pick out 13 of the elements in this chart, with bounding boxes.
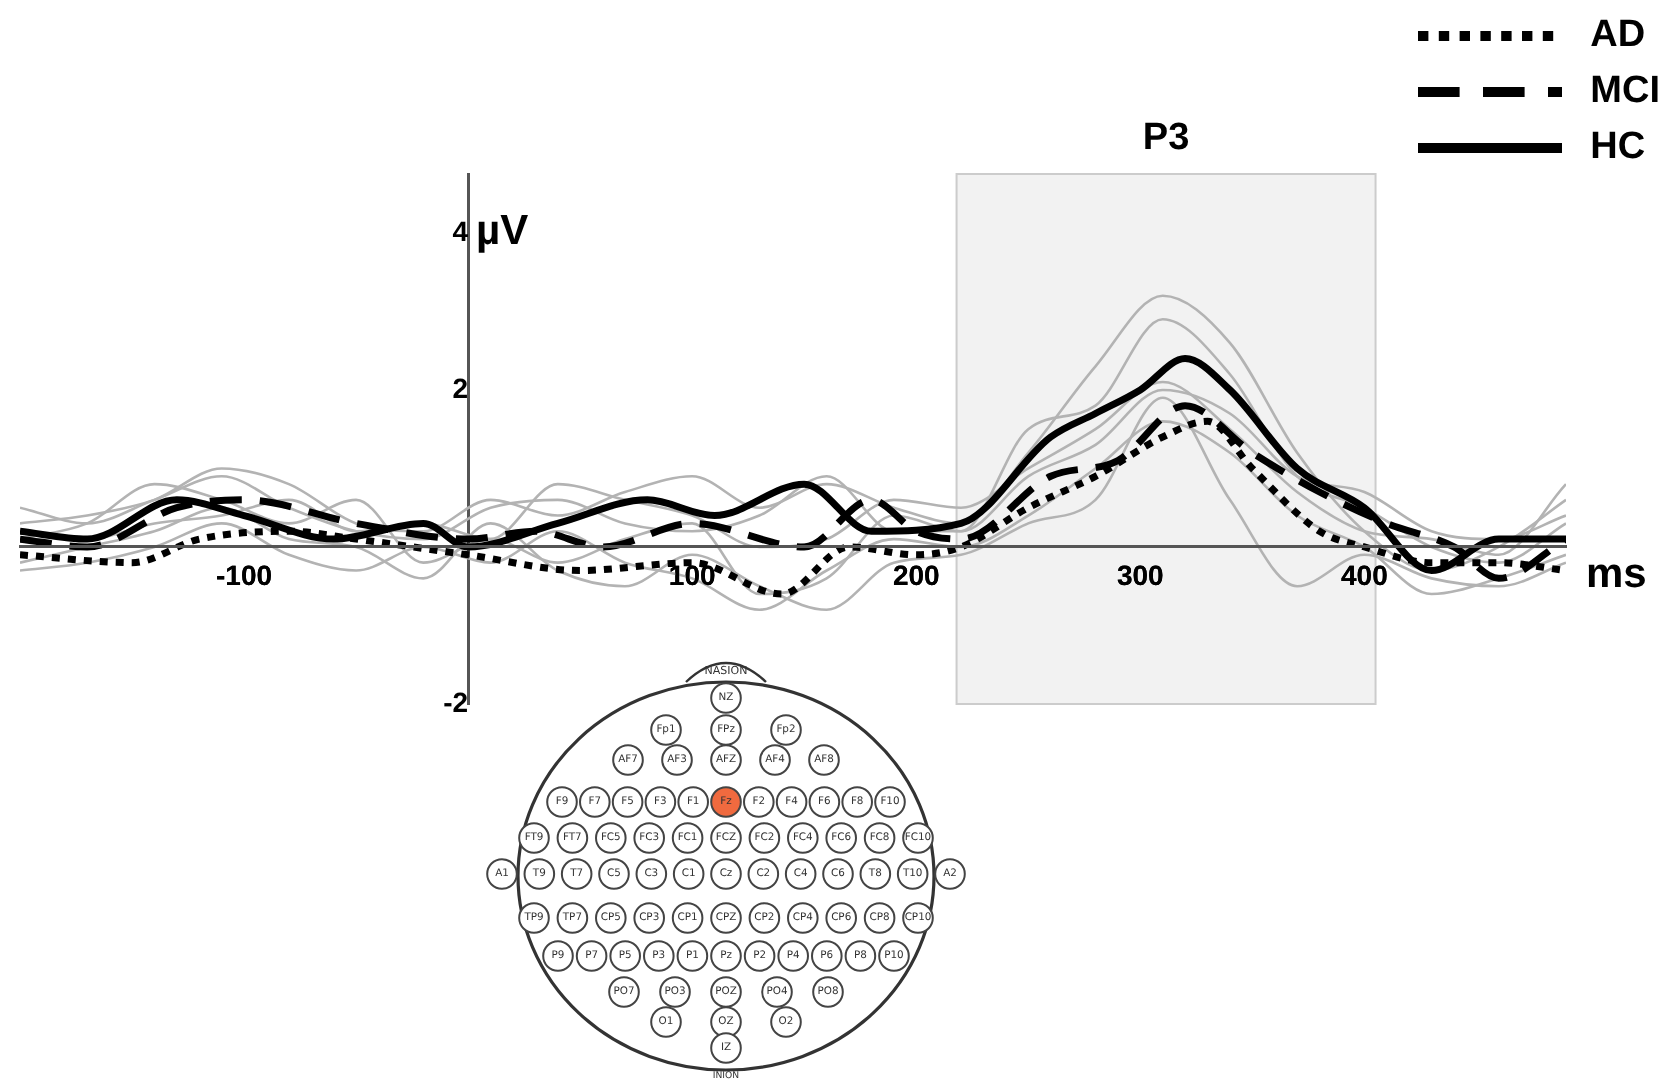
- x-tick-label: 200: [892, 559, 941, 592]
- y-tick-label: 2: [452, 371, 469, 404]
- x-tick-label: 100: [668, 559, 716, 592]
- y-axis-title: µV: [476, 208, 529, 255]
- x-tick-label: 400: [1340, 559, 1389, 592]
- band-label: P3: [1142, 117, 1190, 160]
- x-tick-label: 300: [1116, 559, 1165, 592]
- legend-label: HC: [1590, 126, 1646, 170]
- legend-label: AD: [1590, 14, 1646, 58]
- legend-label: MCI: [1590, 70, 1660, 114]
- x-axis-title: ms: [1586, 550, 1647, 597]
- x-tick-label: -100: [216, 559, 273, 592]
- y-tick-label: -2: [443, 685, 469, 718]
